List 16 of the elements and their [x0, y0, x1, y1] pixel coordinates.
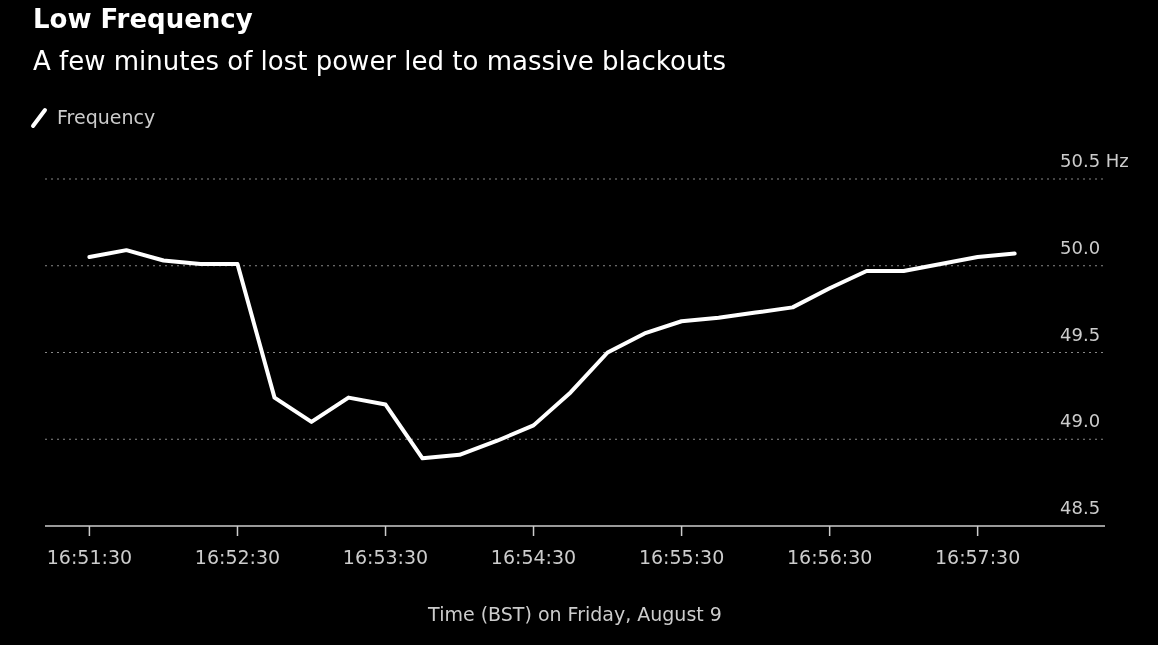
x-tick-label: 16:55:30: [638, 546, 725, 568]
x-tick-label: 16:54:30: [490, 546, 577, 568]
y-tick-label: 50.0: [1060, 236, 1101, 258]
y-tick-label: 49.0: [1060, 410, 1101, 432]
legend-label: Frequency: [57, 106, 156, 128]
chart-subtitle: A few minutes of lost power led to massive blackouts: [33, 46, 727, 76]
x-tick-label: 16:57:30: [934, 546, 1021, 568]
x-tick-label: 16:51:30: [46, 546, 133, 568]
y-tick-label: 49.5: [1060, 323, 1101, 345]
x-axis-title: Time (BST) on Friday, August 9: [427, 603, 722, 625]
x-tick-label: 16:52:30: [194, 546, 281, 568]
y-tick-label: 50.5 Hz: [1060, 150, 1129, 171]
x-tick-label: 16:53:30: [342, 546, 429, 568]
chart-title: Low Frequency: [33, 4, 253, 34]
y-tick-label: 48.5: [1060, 497, 1101, 518]
x-tick-label: 16:56:30: [786, 546, 873, 568]
